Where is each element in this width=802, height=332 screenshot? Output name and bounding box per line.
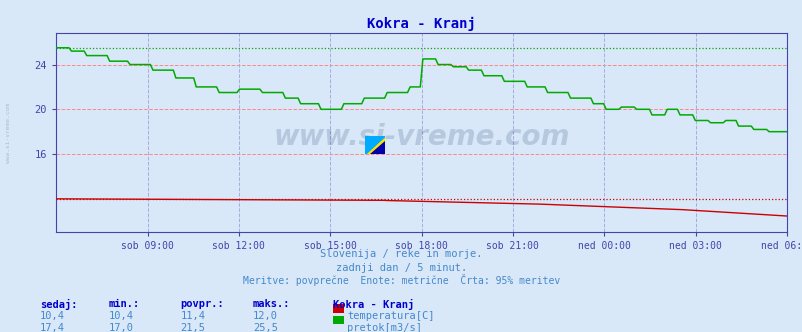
Text: 12,0: 12,0 bbox=[253, 311, 277, 321]
Text: Slovenija / reke in morje.: Slovenija / reke in morje. bbox=[320, 249, 482, 259]
Text: 10,4: 10,4 bbox=[40, 311, 65, 321]
Text: 11,4: 11,4 bbox=[180, 311, 205, 321]
Text: 10,4: 10,4 bbox=[108, 311, 133, 321]
Text: temperatura[C]: temperatura[C] bbox=[346, 311, 434, 321]
Polygon shape bbox=[365, 136, 385, 154]
Text: pretok[m3/s]: pretok[m3/s] bbox=[346, 323, 421, 332]
Text: 21,5: 21,5 bbox=[180, 323, 205, 332]
Polygon shape bbox=[370, 141, 385, 154]
Text: min.:: min.: bbox=[108, 299, 140, 309]
Text: sedaj:: sedaj: bbox=[40, 299, 78, 310]
Text: povpr.:: povpr.: bbox=[180, 299, 224, 309]
Polygon shape bbox=[365, 136, 385, 154]
Text: zadnji dan / 5 minut.: zadnji dan / 5 minut. bbox=[335, 263, 467, 273]
Text: Meritve: povprečne  Enote: metrične  Črta: 95% meritev: Meritve: povprečne Enote: metrične Črta:… bbox=[242, 274, 560, 286]
Text: 17,4: 17,4 bbox=[40, 323, 65, 332]
Text: www.si-vreme.com: www.si-vreme.com bbox=[273, 123, 569, 151]
Text: 17,0: 17,0 bbox=[108, 323, 133, 332]
Title: Kokra - Kranj: Kokra - Kranj bbox=[367, 17, 476, 31]
Text: 25,5: 25,5 bbox=[253, 323, 277, 332]
Text: Kokra - Kranj: Kokra - Kranj bbox=[333, 299, 414, 310]
Text: www.si-vreme.com: www.si-vreme.com bbox=[6, 103, 11, 163]
Text: maks.:: maks.: bbox=[253, 299, 290, 309]
